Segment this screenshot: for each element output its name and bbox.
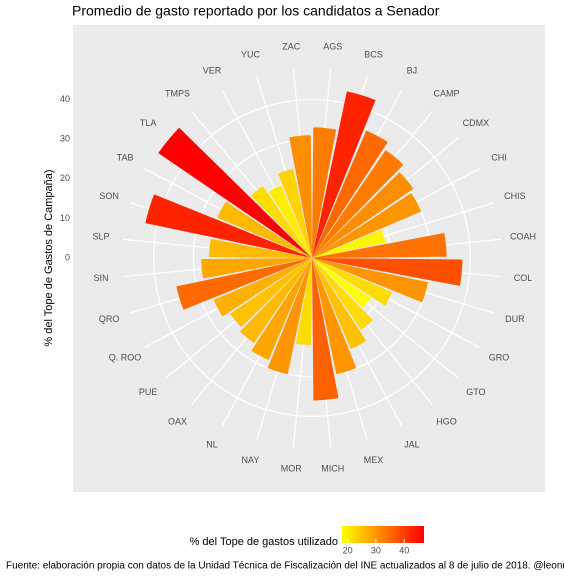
bar xyxy=(312,229,386,258)
legend-tick-label: 20 xyxy=(343,545,353,555)
legend-tick-label: 40 xyxy=(399,545,409,555)
x-tick-label: ZAC xyxy=(282,41,301,51)
x-tick-label: SLP xyxy=(93,232,110,242)
x-tick-label: COAH xyxy=(510,232,536,242)
chart-title: Promedio de gasto reportado por los cand… xyxy=(72,3,440,19)
bar xyxy=(239,258,312,344)
bar xyxy=(251,258,312,360)
x-tick-label: Q. ROO xyxy=(109,352,142,362)
x-tick-label: MEX xyxy=(364,455,384,465)
grid-circle xyxy=(153,99,471,417)
caption: Fuente: elaboración propia con datos de … xyxy=(6,561,564,572)
bar xyxy=(145,194,312,258)
bar xyxy=(295,258,312,346)
bar xyxy=(277,168,312,258)
grid-circle xyxy=(232,178,392,338)
grid-circle xyxy=(192,138,432,378)
grid-circle xyxy=(271,217,353,299)
x-tick-label: COL xyxy=(514,273,533,283)
bar xyxy=(267,258,312,375)
x-tick-label: DUR xyxy=(505,314,525,324)
y-tick-label: 40 xyxy=(60,94,70,104)
legend-tick-label: 30 xyxy=(371,545,381,555)
y-tick-label: 10 xyxy=(60,213,70,223)
x-tick-label: JAL xyxy=(404,439,420,449)
x-tick-label: GRO xyxy=(489,352,510,362)
x-tick-label: NAY xyxy=(242,455,260,465)
bar xyxy=(312,258,371,308)
x-tick-label: GTO xyxy=(466,387,485,397)
bar xyxy=(213,258,312,317)
bar xyxy=(217,201,312,258)
bar xyxy=(312,233,447,258)
bar xyxy=(312,258,393,306)
bar xyxy=(176,258,312,310)
bar xyxy=(312,192,422,258)
x-tick-label: SON xyxy=(99,191,119,201)
x-tick-label: VER xyxy=(203,65,222,75)
bar xyxy=(209,238,312,258)
bar xyxy=(158,127,312,259)
bar xyxy=(268,185,312,258)
bar xyxy=(312,150,404,258)
x-tick-label: PUE xyxy=(139,387,158,397)
x-tick-label: TMPS xyxy=(165,88,190,98)
y-tick-label: 30 xyxy=(60,134,70,144)
x-tick-label: CDMX xyxy=(463,118,490,128)
bar xyxy=(312,91,376,258)
bar xyxy=(312,258,429,303)
legend-title: % del Tope de gastos utilizado xyxy=(190,536,338,548)
x-tick-label: HGO xyxy=(436,416,457,426)
bar xyxy=(312,258,339,401)
y-axis-title: % del Tope de Gastos de Campaña) xyxy=(43,169,55,346)
bar xyxy=(251,186,312,258)
bar xyxy=(312,172,414,258)
x-tick-label: CHI xyxy=(491,152,507,162)
bar xyxy=(312,258,463,286)
legend-colorbar xyxy=(342,526,424,543)
x-tick-label: TLA xyxy=(140,118,157,128)
x-tick-label: OAX xyxy=(168,416,187,426)
bar xyxy=(312,258,367,350)
x-tick-label: MOR xyxy=(281,463,302,473)
x-tick-label: BJ xyxy=(407,65,418,75)
bar xyxy=(289,135,312,258)
bar xyxy=(230,258,312,328)
bar xyxy=(312,127,337,259)
x-tick-label: BCS xyxy=(364,50,383,60)
y-tick-label: 0 xyxy=(65,252,70,262)
x-tick-label: YUC xyxy=(241,50,261,60)
bar xyxy=(312,258,373,330)
x-tick-label: QRO xyxy=(99,314,120,324)
bar xyxy=(312,258,357,375)
bar xyxy=(201,258,312,279)
x-tick-label: NL xyxy=(206,439,218,449)
y-tick-label: 20 xyxy=(60,173,70,183)
x-tick-label: MICH xyxy=(321,463,344,473)
x-tick-label: TAB xyxy=(117,152,134,162)
x-tick-label: CHIS xyxy=(504,191,526,201)
x-tick-label: CAMP xyxy=(433,88,459,98)
x-tick-label: AGS xyxy=(323,41,342,51)
bar xyxy=(312,130,388,258)
x-tick-label: SIN xyxy=(94,273,109,283)
